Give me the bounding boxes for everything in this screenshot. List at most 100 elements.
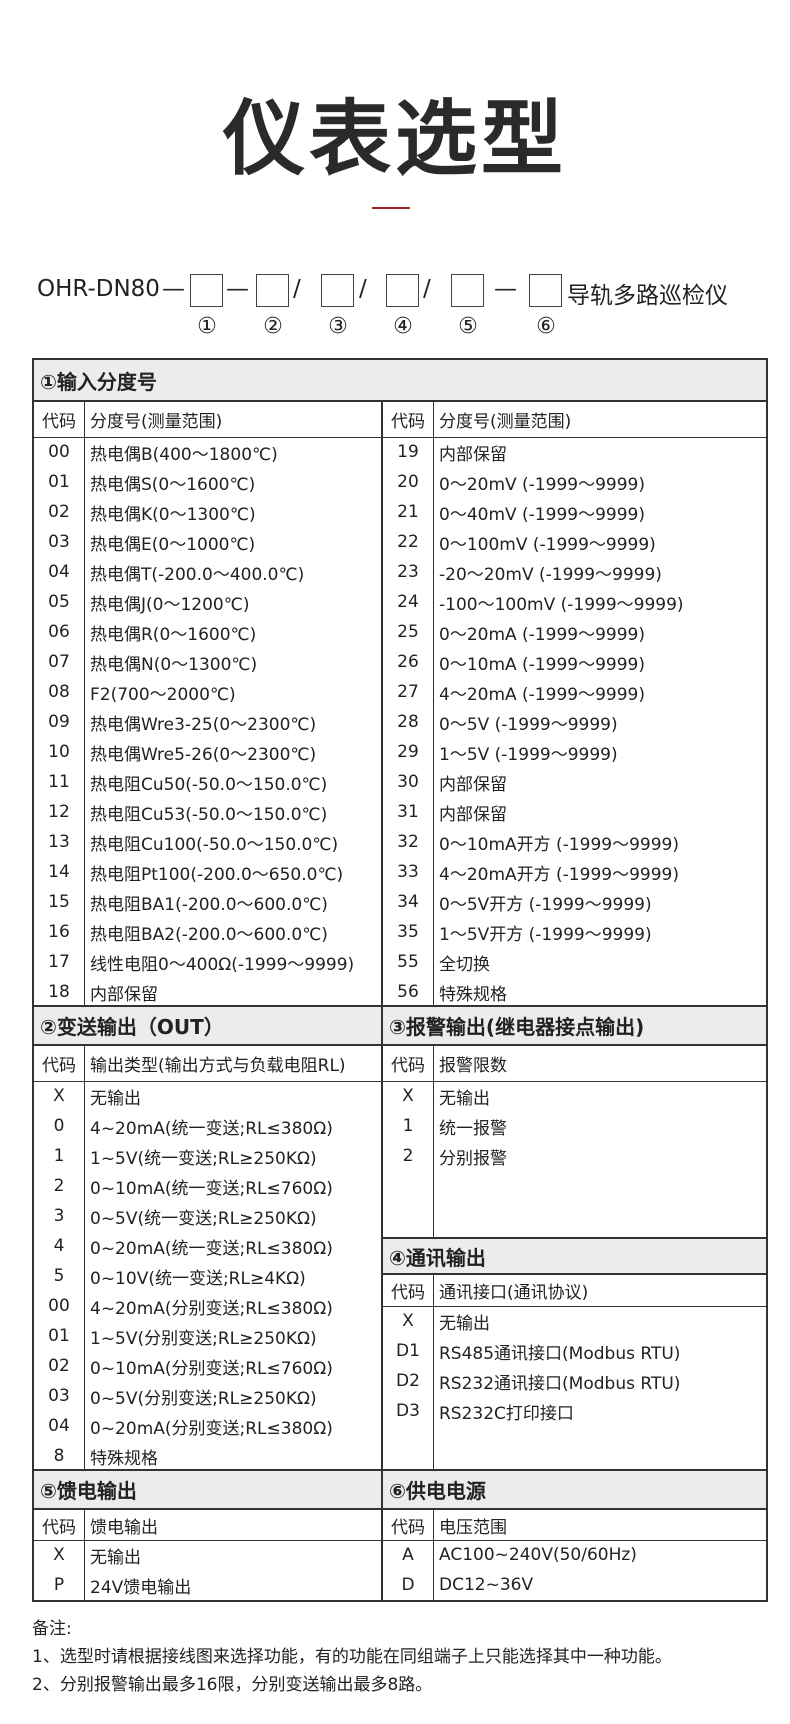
- header-cell: 代码: [391, 1056, 425, 1076]
- separator: /: [359, 276, 367, 302]
- header-divider: [383, 1081, 766, 1082]
- code-box: [321, 274, 354, 307]
- desc-cell: 热电阻Cu53(-50.0～150.0℃): [90, 804, 328, 825]
- column-divider: [84, 1046, 85, 1469]
- desc-cell: 热电偶K(0～1300℃): [90, 504, 256, 525]
- desc-cell: 0～40mV (-1999～9999): [439, 504, 645, 525]
- marker: ④: [393, 314, 413, 339]
- header-cell: 代码: [391, 1517, 425, 1538]
- desc-cell: 0~10V(统一变送;RL≥4KΩ): [90, 1268, 306, 1289]
- desc-cell: 0~10mA(统一变送;RL≤760Ω): [90, 1178, 333, 1199]
- code-cell: 00: [48, 1296, 70, 1316]
- header-cell: 报警限数: [439, 1056, 507, 1076]
- table: 代码 分度号(测量范围) 00 热电偶B(400～1800℃) 01 热电偶S(0～160…: [32, 402, 383, 1007]
- desc-cell: 热电阻Cu50(-50.0～150.0℃): [90, 774, 328, 795]
- desc-cell: 特殊规格: [90, 1448, 158, 1469]
- desc-cell: 热电偶B(400～1800℃): [90, 444, 278, 465]
- desc-cell: 1～5V开方 (-1999～9999): [439, 924, 652, 945]
- table: 代码 电压范围 A AC100~240V(50/60Hz) D DC12~36V: [381, 1510, 768, 1602]
- code-cell: 32: [397, 832, 419, 852]
- desc-cell: 0~5V(统一变送;RL≥250KΩ): [90, 1208, 317, 1229]
- table: 代码 通讯接口(通讯协议) X 无输出 D1 RS485通讯接口(Modbus RTU) D…: [381, 1275, 768, 1471]
- desc-cell: 内部保留: [439, 774, 507, 795]
- table: 代码 馈电输出 X 无输出 P 24V馈电输出: [32, 1510, 383, 1602]
- header-cell: 代码: [391, 1283, 425, 1303]
- code-cell: 04: [48, 1416, 70, 1436]
- header-divider: [383, 437, 766, 438]
- code-cell: 02: [48, 1356, 70, 1376]
- code-cell: 01: [48, 1326, 70, 1346]
- code-cell: 07: [48, 652, 70, 672]
- header-cell: 代码: [42, 412, 76, 432]
- code-cell: 1: [402, 1116, 414, 1136]
- code-cell: 17: [48, 952, 70, 972]
- code-cell: 34: [397, 892, 419, 912]
- desc-cell: 无输出: [439, 1313, 490, 1334]
- desc-cell: 1~5V(分别变送;RL≥250KΩ): [90, 1328, 317, 1349]
- header-cell: 输出类型(输出方式与负载电阻RL): [90, 1056, 346, 1076]
- desc-cell: 1～5V (-1999～9999): [439, 744, 618, 765]
- code-cell: 03: [48, 1386, 70, 1406]
- header-divider: [34, 437, 381, 438]
- code-cell: 55: [397, 952, 419, 972]
- code-cell: 10: [48, 742, 70, 762]
- desc-cell: 线性电阻0～400Ω(-1999～9999): [90, 954, 355, 975]
- code-cell: 23: [397, 562, 419, 582]
- code-box: [451, 274, 484, 307]
- desc-cell: 0~10mA(分别变送;RL≤760Ω): [90, 1358, 333, 1379]
- desc-cell: 内部保留: [90, 984, 158, 1005]
- code-cell: 08: [48, 682, 70, 702]
- desc-cell: 热电偶Wre5-26(0～2300℃): [90, 744, 317, 765]
- separator: —: [494, 276, 517, 302]
- section-title: ②变送输出（OUT）: [32, 1005, 383, 1046]
- desc-cell: 4～20mA (-1999～9999): [439, 684, 645, 705]
- code-cell: 11: [48, 772, 70, 792]
- code-cell: X: [53, 1086, 65, 1106]
- header-cell: 代码: [42, 1056, 76, 1076]
- code-cell: D3: [396, 1401, 420, 1421]
- desc-cell: 0~20mA(分别变送;RL≤380Ω): [90, 1418, 333, 1439]
- desc-cell: 0～10mA (-1999～9999): [439, 654, 645, 675]
- desc-cell: -100～100mV (-1999～9999): [439, 594, 684, 615]
- desc-cell: 热电偶T(-200.0～400.0℃): [90, 564, 305, 585]
- column-divider: [433, 1275, 434, 1469]
- section-title: ④通讯输出: [381, 1237, 768, 1275]
- code-cell: 25: [397, 622, 419, 642]
- section-title: ③报警输出(继电器接点输出): [381, 1005, 768, 1046]
- notes-label: 备注:: [32, 1619, 72, 1639]
- desc-cell: 无输出: [90, 1547, 141, 1568]
- table: 代码 输出类型(输出方式与负载电阻RL) X 无输出 0 4~20mA(统一变送;RL≤3…: [32, 1046, 383, 1471]
- code-cell: D2: [396, 1371, 420, 1391]
- desc-cell: 热电偶N(0～1300℃): [90, 654, 258, 675]
- model-prefix: OHR-DN80: [37, 276, 160, 302]
- code-cell: 26: [397, 652, 419, 672]
- header-cell: 代码: [391, 412, 425, 432]
- desc-cell: 1~5V(统一变送;RL≥250KΩ): [90, 1148, 317, 1169]
- desc-cell: RS232通讯接口(Modbus RTU): [439, 1373, 681, 1394]
- code-cell: 02: [48, 502, 70, 522]
- separator: —: [162, 276, 185, 302]
- desc-cell: 0~20mA(统一变送;RL≤380Ω): [90, 1238, 333, 1259]
- code-cell: 01: [48, 472, 70, 492]
- code-cell: 20: [397, 472, 419, 492]
- header-cell: 馈电输出: [90, 1517, 158, 1538]
- code-cell: P: [53, 1575, 65, 1595]
- code-cell: 19: [397, 442, 419, 462]
- code-cell: 14: [48, 862, 70, 882]
- code-box: [386, 274, 419, 307]
- desc-cell: 4~20mA(统一变送;RL≤380Ω): [90, 1118, 333, 1139]
- desc-cell: 无输出: [90, 1088, 141, 1109]
- code-box: [529, 274, 562, 307]
- column-divider: [84, 1510, 85, 1600]
- code-cell: 03: [48, 532, 70, 552]
- column-divider: [433, 1046, 434, 1237]
- column-divider: [433, 402, 434, 1005]
- desc-cell: AC100~240V(50/60Hz): [439, 1545, 637, 1565]
- desc-cell: 特殊规格: [439, 984, 507, 1005]
- code-cell: 12: [48, 802, 70, 822]
- separator: /: [293, 276, 301, 302]
- column-divider: [433, 1510, 434, 1600]
- code-cell: X: [53, 1545, 65, 1565]
- desc-cell: 内部保留: [439, 804, 507, 825]
